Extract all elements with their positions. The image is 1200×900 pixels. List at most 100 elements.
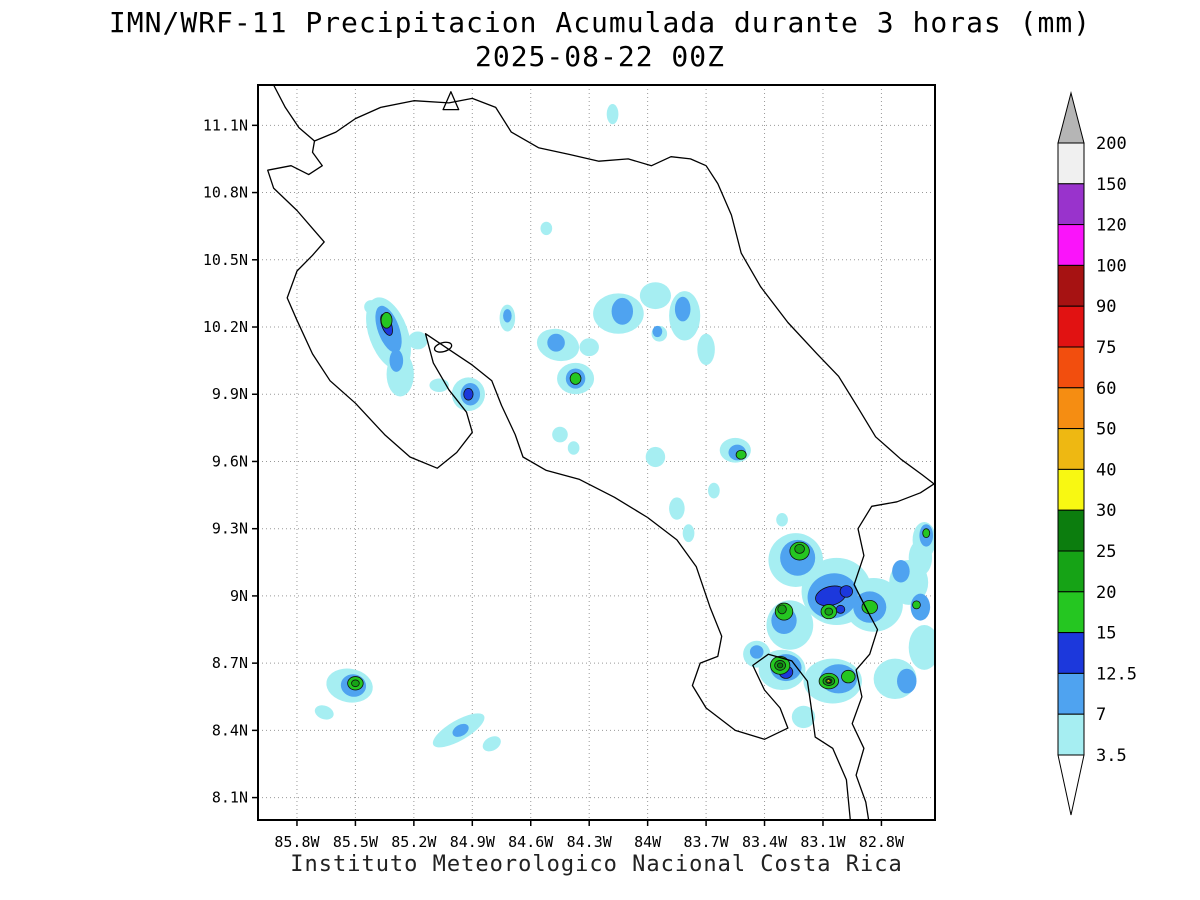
precip-cell [908,539,933,576]
precip-cell [777,604,787,615]
colorbar-segment [1057,183,1085,226]
colorbar: 200 150 120 100 90 75 60 50 40 30 25 20 15 12.5 7 3.5 [1057,91,1137,816]
colorbar-segment [1057,672,1085,715]
precip-cell [861,599,878,615]
colorbar-arrow-top [1057,91,1085,144]
y-tick-label: 9.9N [212,385,248,403]
colorbar-tick-label: 90 [1096,297,1116,317]
colorbar-segment [1057,713,1085,756]
colorbar-segment [1057,550,1085,593]
colorbar-tick-label: 30 [1096,501,1116,521]
y-tick-label: 10.2N [203,318,248,336]
colorbar-tick-label: 60 [1096,379,1116,399]
colorbar-segment [1057,387,1085,430]
colorbar-segment [1057,632,1085,674]
colorbar-tick-label: 150 [1096,175,1127,195]
precip-cell [892,560,910,583]
precip-cell [824,607,834,616]
precip-cell [674,296,691,322]
costa-rica-outline [267,97,935,820]
precip-cell [364,300,378,314]
x-tick-label: 85.2W [391,833,437,851]
colorbar-segment [1057,264,1085,307]
x-tick-label: 82.8W [859,833,905,851]
precip-cell [910,593,931,621]
precip-cell [540,221,553,236]
colorbar-tick-label: 3.5 [1096,746,1127,766]
precip-cell [794,543,805,554]
x-tick-label: 84W [634,833,662,851]
precip-cell [912,600,921,610]
precip-cell [776,662,784,669]
precip-cell [908,625,935,670]
precip-cell [922,528,931,539]
y-tick-label: 8.1N [212,789,248,807]
colorbar-tick-label: 100 [1096,256,1127,276]
colorbar-segment [1057,346,1085,389]
precip-cell [639,282,672,310]
precip-cell [791,705,816,729]
precip-cell [669,497,685,520]
precip-cell [569,372,582,385]
precip-cell [749,645,764,659]
precipitation-map-canvas: 85.8W 85.5W 85.2W 84.9W 84.6W 84.3W 84W 83.7W 83… [203,84,936,851]
precip-cell [682,524,695,543]
colorbar-tick-label: 15 [1096,624,1116,644]
precip-cell [606,104,619,125]
colorbar-tick-label: 20 [1096,583,1116,603]
x-tick-label: 84.6W [508,833,554,851]
colorbar-segment [1057,224,1085,266]
colorbar-segment [1057,305,1085,348]
precip-cell [314,705,334,720]
precip-cell [463,388,474,401]
colorbar-segment [1057,428,1085,470]
nicaragua-coast [273,85,315,142]
precip-cell [547,333,565,352]
y-tick-label: 9.3N [212,520,248,538]
y-tick-label: 9.6N [212,452,248,470]
precip-cell [652,325,663,338]
colorbar-tick-label: 7 [1096,705,1106,725]
x-tick-label: 84.3W [567,833,613,851]
x-tick-label: 83.4W [742,833,788,851]
colorbar-arrow-bottom [1057,754,1085,816]
map-title: IMN/WRF-11 Precipitacion Acumulada duran… [108,6,1092,39]
y-tick-label: 9N [230,587,248,605]
lake-island [442,91,460,111]
graticule [258,85,935,820]
map-frame [257,84,936,821]
colorbar-tick-label: 50 [1096,420,1116,440]
precip-cell [835,604,846,614]
x-tick-label: 85.8W [274,833,320,851]
colorbar-tick-label: 200 [1096,134,1127,154]
precip-cell [408,331,428,350]
precip-cell [645,446,666,468]
precip-cell [482,736,501,752]
precip-cell [839,585,853,598]
precip-cell [351,679,360,688]
precip-cell [697,333,715,366]
precip-cell [567,441,580,455]
colorbar-tick-label: 75 [1096,338,1116,358]
y-tick-label: 10.5N [203,251,248,269]
colorbar-segment [1057,591,1085,634]
precip-cell [552,426,568,443]
colorbar-segment [1057,509,1085,552]
x-tick-label: 83.1W [800,833,846,851]
precip-cell [897,668,917,694]
precip-cell [828,680,832,683]
institution-footer: Instituto Meteorologico Nacional Costa R… [290,852,903,877]
chira-island [433,341,453,353]
precip-cell [776,513,788,527]
colorbar-tick-label: 25 [1096,542,1116,562]
x-tick-label: 83.7W [684,833,730,851]
colorbar-tick-label: 12.5 [1096,664,1137,684]
colorbar-tick-label: 40 [1096,460,1116,480]
colorbar-segment [1057,142,1085,185]
map-datetime: 2025-08-22 00Z [474,40,725,73]
precip-cell [579,338,599,357]
precip-cell [380,312,393,329]
precip-cell [452,723,469,737]
colorbar-segment [1057,468,1085,511]
